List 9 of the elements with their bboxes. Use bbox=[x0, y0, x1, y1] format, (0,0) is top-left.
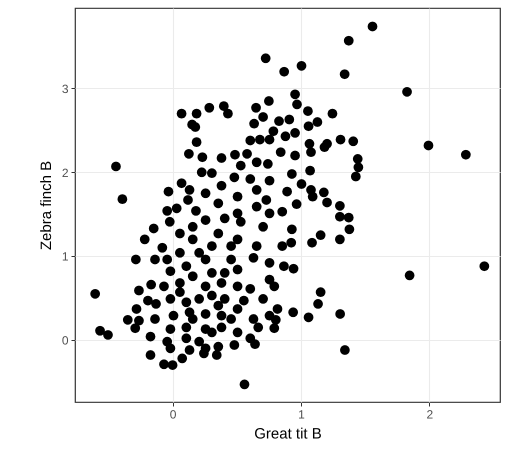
y-tick-label: 3 bbox=[62, 82, 69, 96]
y-tick-label: 0 bbox=[62, 333, 69, 348]
x-tick-label: 0 bbox=[170, 408, 177, 422]
y-tick-label: 2 bbox=[62, 166, 69, 180]
y-axis-title: Zebra finch B bbox=[38, 160, 55, 250]
y-tick-label: 1 bbox=[62, 250, 69, 264]
x-tick-label: 2 bbox=[426, 408, 434, 422]
x-axis-title: Great tit B bbox=[254, 426, 322, 442]
x-tick-label: 1 bbox=[298, 408, 306, 422]
